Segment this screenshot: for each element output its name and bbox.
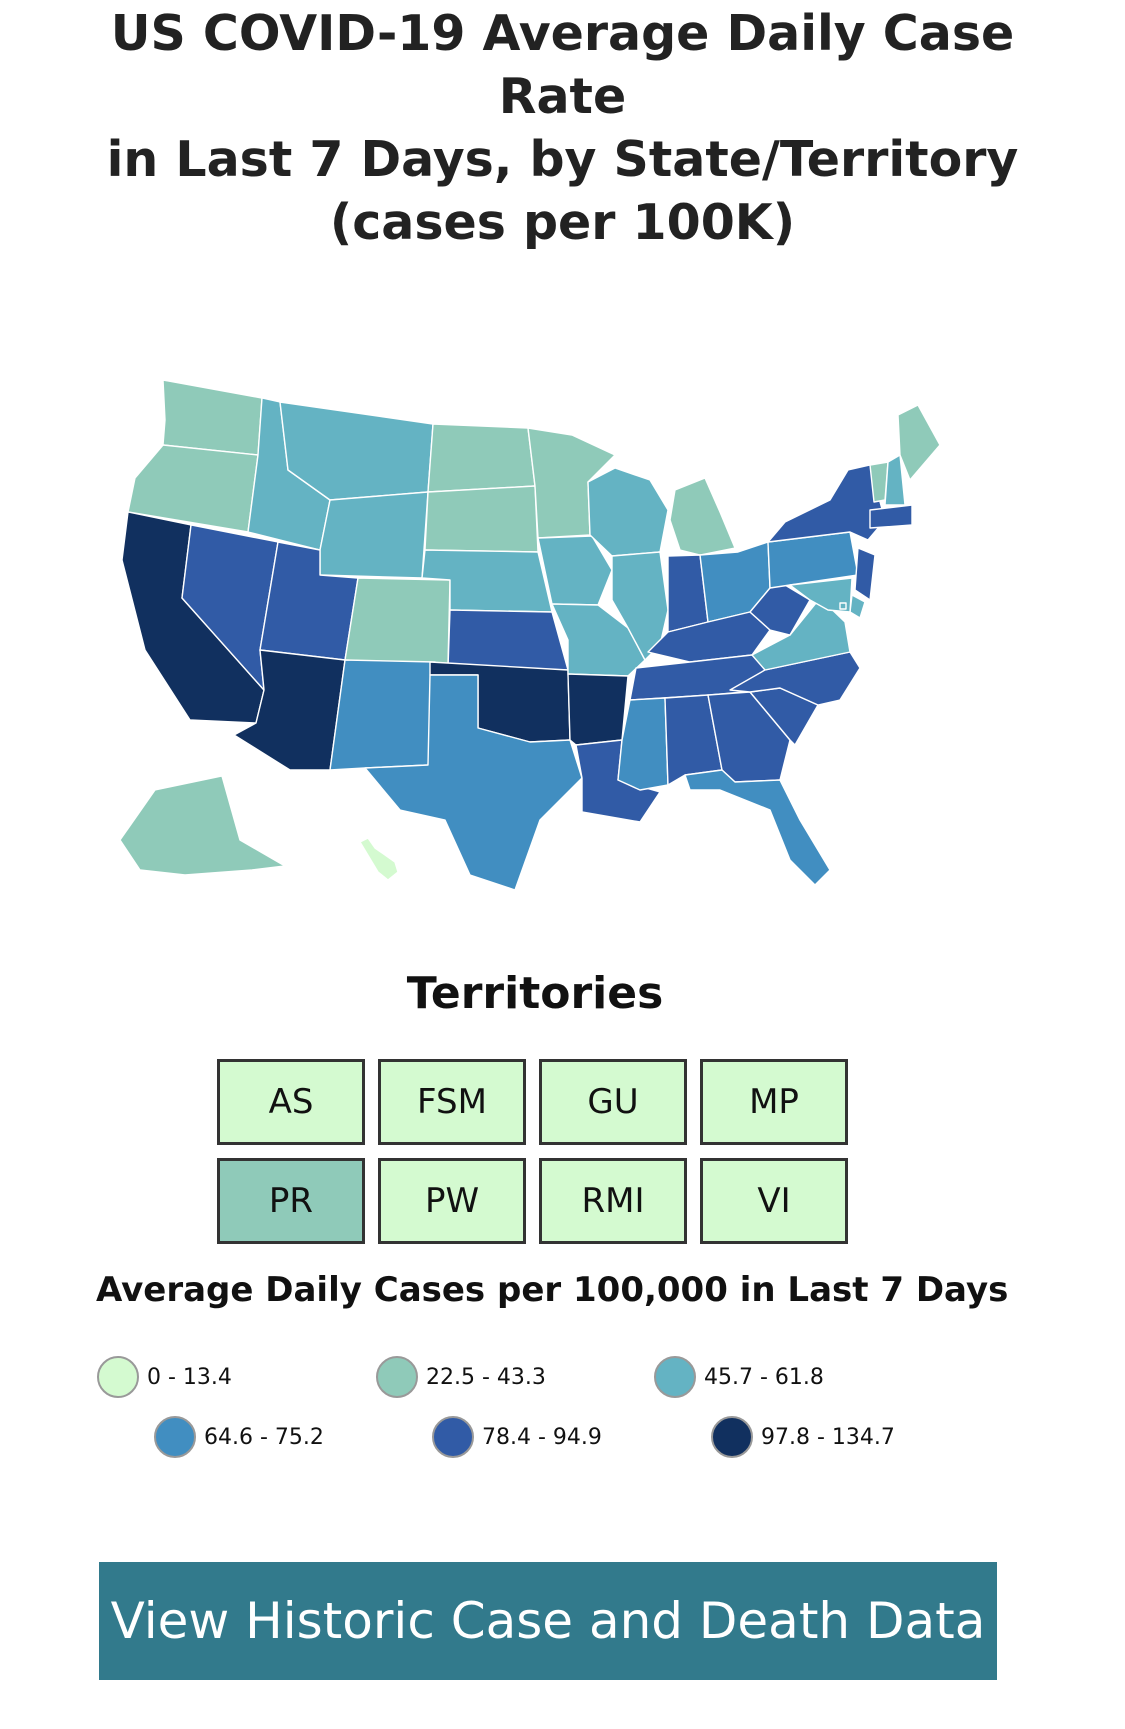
territory-button-gu[interactable]: GU (539, 1059, 687, 1145)
territory-button-vi[interactable]: VI (700, 1158, 848, 1244)
state-nj[interactable] (854, 547, 876, 601)
state-ia[interactable] (537, 535, 613, 606)
territory-button-pr[interactable]: PR (217, 1158, 365, 1244)
state-nd[interactable] (427, 423, 536, 493)
state-me[interactable] (897, 404, 941, 481)
state-ks[interactable] (447, 609, 569, 671)
legend-label: 97.8 - 134.7 (761, 1424, 895, 1450)
state-ms[interactable] (617, 697, 669, 791)
state-ar[interactable] (567, 673, 629, 746)
title-line-2: in Last 7 Days, by State/Territory (106, 131, 1019, 188)
state-ny[interactable] (767, 464, 886, 543)
state-tx[interactable] (364, 674, 583, 891)
state-fl[interactable] (684, 769, 831, 886)
state-dc[interactable] (839, 602, 847, 610)
state-wy[interactable] (319, 491, 429, 579)
legend-item: 22.5 - 43.3 (376, 1356, 546, 1398)
legend-swatch-icon (376, 1356, 418, 1398)
state-ma[interactable] (869, 504, 913, 529)
state-co[interactable] (344, 577, 451, 666)
title-line-1: US COVID-19 Average Daily Case Rate (110, 5, 1015, 125)
territory-button-pw[interactable]: PW (378, 1158, 526, 1244)
state-nm[interactable] (329, 659, 436, 771)
state-de[interactable] (849, 594, 866, 619)
state-or[interactable] (127, 444, 259, 533)
legend-item: 97.8 - 134.7 (711, 1416, 895, 1458)
territory-button-fsm[interactable]: FSM (378, 1059, 526, 1145)
legend-item: 64.6 - 75.2 (154, 1416, 324, 1458)
legend-swatch-icon (97, 1356, 139, 1398)
state-nh[interactable] (884, 454, 906, 506)
state-hi[interactable] (359, 837, 399, 881)
state-wi[interactable] (587, 467, 669, 557)
legend-label: 78.4 - 94.9 (482, 1424, 602, 1450)
legend-label: 45.7 - 61.8 (704, 1364, 824, 1390)
legend-title: Average Daily Cases per 100,000 in Last … (96, 1270, 1009, 1310)
legend-item: 78.4 - 94.9 (432, 1416, 602, 1458)
legend-label: 64.6 - 75.2 (204, 1424, 324, 1450)
legend-swatch-icon (432, 1416, 474, 1458)
us-state-map (119, 379, 941, 891)
title-line-3: (cases per 100K) (329, 194, 796, 251)
state-md[interactable] (789, 577, 853, 613)
territories-heading: Territories (406, 968, 664, 1019)
view-historic-data-button[interactable]: View Historic Case and Death Data (99, 1562, 997, 1680)
state-ak[interactable] (119, 775, 286, 876)
territory-button-mp[interactable]: MP (700, 1059, 848, 1145)
state-mi[interactable] (669, 477, 736, 556)
territory-button-as[interactable]: AS (217, 1059, 365, 1145)
state-wa[interactable] (162, 379, 263, 456)
legend-item: 0 - 13.4 (97, 1356, 232, 1398)
legend-swatch-icon (154, 1416, 196, 1458)
legend-item: 45.7 - 61.8 (654, 1356, 824, 1398)
legend-label: 22.5 - 43.3 (426, 1364, 546, 1390)
legend-label: 0 - 13.4 (147, 1364, 232, 1390)
territories-grid: AS FSM GU MP PR PW RMI VI (217, 1059, 848, 1244)
state-sd[interactable] (424, 485, 539, 553)
legend-swatch-icon (711, 1416, 753, 1458)
territory-button-rmi[interactable]: RMI (539, 1158, 687, 1244)
page-title: US COVID-19 Average Daily Case Rate in L… (40, 2, 1085, 254)
legend-swatch-icon (654, 1356, 696, 1398)
